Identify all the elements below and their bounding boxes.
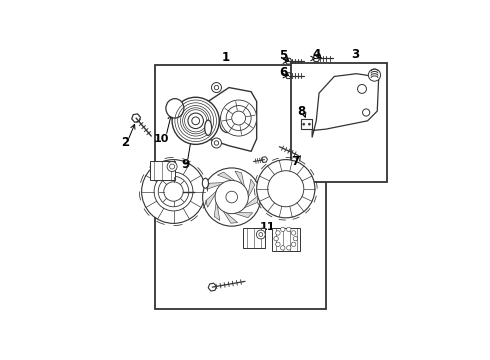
Ellipse shape: [166, 99, 184, 118]
Polygon shape: [208, 87, 257, 151]
Text: 5: 5: [279, 49, 287, 62]
Text: 7: 7: [292, 154, 299, 167]
Text: 4: 4: [312, 48, 320, 61]
Circle shape: [308, 123, 311, 125]
Polygon shape: [235, 171, 245, 186]
Bar: [155, 66, 326, 309]
Polygon shape: [235, 213, 253, 218]
Circle shape: [292, 242, 296, 247]
Ellipse shape: [220, 112, 236, 132]
Bar: [292, 63, 387, 182]
Bar: [243, 228, 265, 248]
Circle shape: [274, 237, 278, 241]
Circle shape: [276, 242, 280, 247]
Circle shape: [215, 180, 248, 214]
Polygon shape: [245, 196, 258, 208]
Circle shape: [170, 164, 174, 169]
Circle shape: [303, 123, 305, 125]
Circle shape: [214, 85, 219, 90]
Text: 1: 1: [222, 51, 230, 64]
Bar: [150, 161, 175, 180]
Circle shape: [292, 231, 296, 235]
Text: 8: 8: [298, 105, 306, 118]
Circle shape: [220, 100, 257, 136]
Text: 10: 10: [153, 134, 169, 144]
Circle shape: [203, 168, 261, 226]
Circle shape: [142, 159, 205, 223]
Polygon shape: [223, 211, 238, 223]
Circle shape: [188, 113, 203, 129]
Circle shape: [259, 233, 263, 237]
Circle shape: [368, 69, 381, 81]
Polygon shape: [214, 203, 220, 220]
Circle shape: [256, 230, 265, 239]
Text: 11: 11: [259, 222, 275, 232]
Polygon shape: [206, 192, 216, 207]
Circle shape: [281, 246, 285, 250]
Circle shape: [167, 162, 177, 172]
Polygon shape: [248, 179, 255, 197]
Bar: [301, 120, 312, 129]
Circle shape: [214, 141, 219, 145]
Text: 9: 9: [181, 158, 189, 171]
Circle shape: [232, 111, 245, 125]
Circle shape: [268, 171, 304, 207]
Circle shape: [154, 172, 193, 211]
Circle shape: [226, 191, 238, 203]
Polygon shape: [218, 172, 235, 181]
Circle shape: [164, 182, 183, 201]
Circle shape: [226, 105, 251, 131]
Circle shape: [276, 231, 280, 235]
Circle shape: [212, 138, 221, 148]
Polygon shape: [312, 74, 379, 138]
Circle shape: [287, 246, 291, 250]
Ellipse shape: [205, 120, 212, 135]
Ellipse shape: [202, 178, 208, 188]
Circle shape: [257, 159, 315, 218]
Ellipse shape: [223, 116, 232, 129]
Circle shape: [281, 227, 285, 231]
Text: 6: 6: [279, 66, 287, 79]
Text: 3: 3: [351, 48, 359, 61]
Circle shape: [192, 117, 199, 125]
Circle shape: [158, 176, 189, 207]
Circle shape: [172, 97, 219, 144]
Bar: [272, 228, 299, 251]
Text: 2: 2: [121, 136, 129, 149]
Polygon shape: [207, 183, 223, 189]
Circle shape: [363, 109, 370, 116]
Circle shape: [212, 82, 221, 93]
Circle shape: [293, 237, 298, 241]
Circle shape: [358, 85, 367, 93]
Circle shape: [287, 227, 291, 231]
